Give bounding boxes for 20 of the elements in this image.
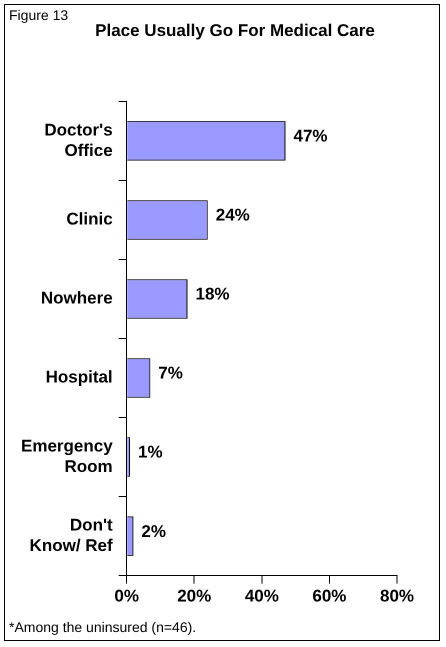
- y-tick-label: Doctor's Office: [44, 120, 113, 160]
- x-tick-label: 60%: [312, 586, 346, 606]
- data-label: 7%: [158, 364, 183, 383]
- data-label: 47%: [293, 126, 328, 146]
- y-tick-label: Emergency Room: [20, 436, 114, 476]
- data-label: 1%: [138, 442, 163, 462]
- y-tick-label: Don't Know/ Ref: [30, 516, 113, 555]
- chart-title: Place Usually Go For Medical Care: [95, 21, 375, 40]
- data-label: 18%: [195, 284, 230, 304]
- text: *Among the uninsured (n=46).: [9, 619, 196, 635]
- y-tick-label: Nowhere: [40, 288, 113, 308]
- x-tick-label: 0%: [114, 586, 139, 606]
- x-tick-label: 80%: [380, 586, 414, 606]
- x-tick-label: 20%: [177, 586, 212, 606]
- x-tick-label: 40%: [244, 586, 279, 606]
- data-label: 2%: [141, 522, 166, 541]
- caption: Figure 13: [9, 7, 68, 23]
- data-label: 24%: [216, 206, 250, 225]
- y-tick-label: Clinic: [66, 210, 113, 229]
- y-tick-label: Hospital: [46, 368, 113, 387]
